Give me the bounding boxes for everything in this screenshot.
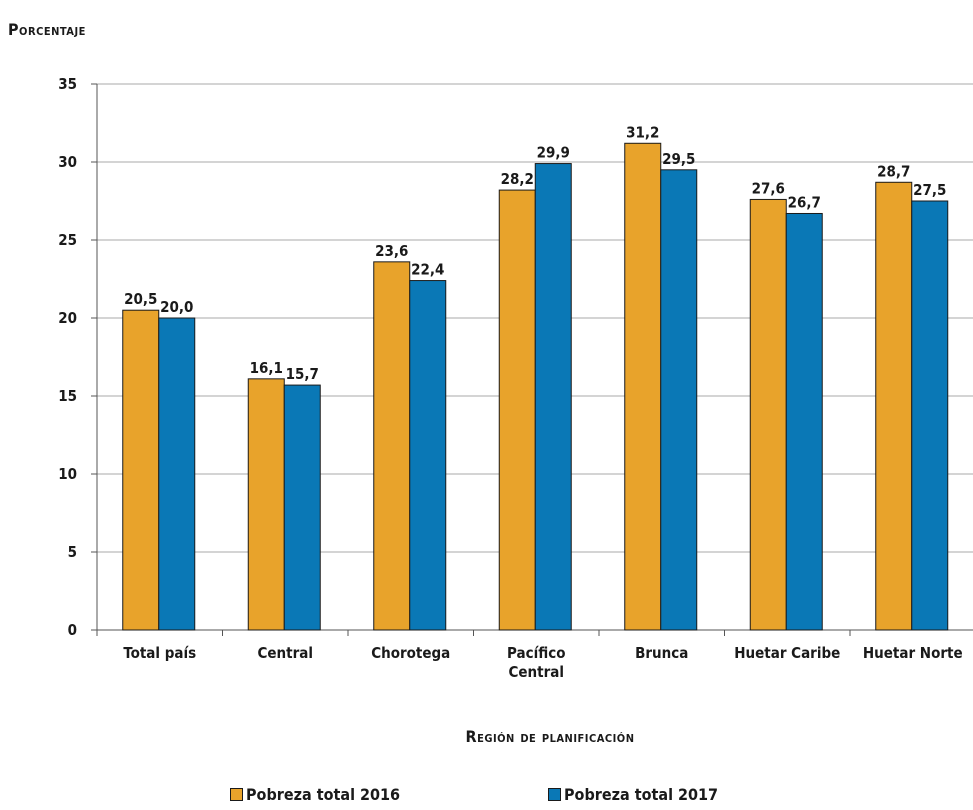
y-tick-label: 35 — [58, 75, 77, 93]
legend-label-2016: Pobreza total 2016 — [246, 785, 401, 804]
bar-2016 — [498, 189, 536, 631]
data-label: 27,6 — [752, 179, 785, 197]
legend-item-2016: Pobreza total 2016 — [230, 785, 400, 804]
y-tick-label: 20 — [58, 309, 77, 327]
x-tick-label: Chorotega — [371, 644, 450, 662]
data-label: 23,6 — [375, 242, 408, 260]
bar-2016 — [875, 181, 913, 631]
data-label: 27,5 — [913, 181, 946, 199]
data-label: 20,0 — [160, 298, 193, 316]
data-label: 31,2 — [626, 123, 659, 141]
bar-2016 — [624, 142, 662, 631]
x-axis-title: Región de planificación — [465, 727, 635, 746]
data-label: 29,9 — [537, 144, 570, 162]
bar-2016 — [122, 309, 160, 631]
data-label: 26,7 — [788, 193, 821, 211]
y-tick-label: 25 — [58, 231, 77, 249]
y-tick-label: 10 — [58, 465, 77, 483]
bar-2017 — [409, 280, 447, 631]
y-tick-label: 15 — [58, 387, 77, 405]
legend-swatch-2017 — [548, 788, 561, 801]
data-label: 29,5 — [662, 150, 695, 168]
y-tick-label: 5 — [68, 543, 77, 561]
bar-2017 — [283, 384, 321, 631]
legend-label-2017: Pobreza total 2017 — [564, 785, 719, 804]
x-tick-label: Central — [508, 663, 564, 681]
legend-swatch-2016 — [230, 788, 243, 801]
data-label: 16,1 — [250, 359, 283, 377]
x-tick-label: Huetar Norte — [863, 644, 963, 662]
data-label: 20,5 — [124, 290, 157, 308]
x-tick-label: Pacífico — [507, 644, 565, 662]
bar-2016 — [373, 261, 411, 631]
y-tick-label: 30 — [58, 153, 77, 171]
data-label: 22,4 — [411, 261, 444, 279]
bar-2017 — [534, 163, 572, 631]
bar-2017 — [785, 212, 823, 631]
bar-2016 — [749, 198, 787, 631]
y-axis-title: Porcentaje — [8, 20, 86, 39]
x-tick-label: Huetar Caribe — [734, 644, 840, 662]
bar-2017 — [911, 200, 949, 631]
data-label: 28,7 — [877, 162, 910, 180]
data-label: 28,2 — [501, 170, 534, 188]
x-tick-label: Brunca — [635, 644, 688, 662]
bar-2017 — [660, 169, 698, 631]
bar-2016 — [247, 378, 285, 631]
bar-2017 — [158, 317, 196, 631]
x-tick-label: Total país — [123, 644, 196, 662]
legend-item-2017: Pobreza total 2017 — [548, 785, 718, 804]
y-tick-label: 0 — [68, 621, 77, 639]
x-tick-label: Central — [257, 644, 313, 662]
data-label: 15,7 — [286, 365, 319, 383]
